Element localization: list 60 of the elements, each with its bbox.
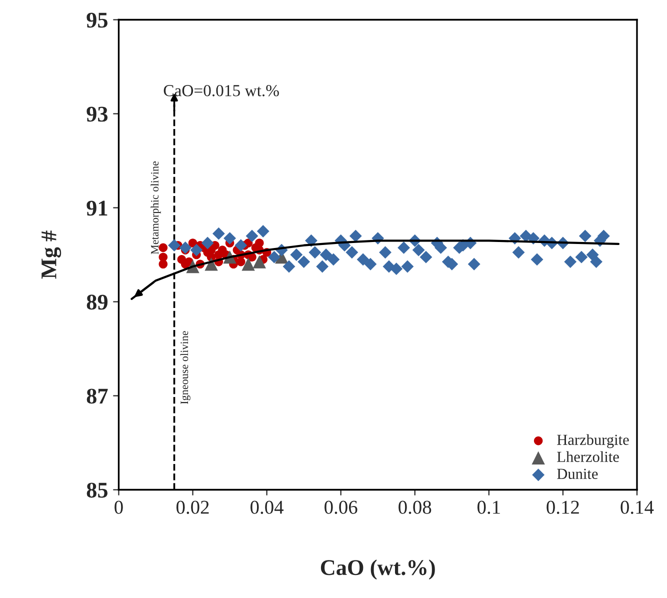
point [179, 241, 192, 254]
x-tick-label: 0.1 [478, 500, 500, 514]
point [468, 258, 480, 270]
annotation: Igneouse olivine [180, 331, 190, 404]
point [530, 253, 544, 266]
y-axis-title: Mg # [42, 230, 62, 279]
point [214, 250, 224, 260]
point [212, 227, 225, 240]
point [564, 256, 577, 268]
point [412, 244, 425, 256]
x-tick-label: 0.06 [324, 500, 358, 514]
annotation: Metamorphic olivine [150, 161, 161, 254]
point [234, 239, 248, 252]
point [256, 225, 270, 238]
y-tick-label: 89 [86, 294, 108, 310]
point [308, 246, 322, 259]
y-tick-label: 91 [86, 200, 108, 216]
x-tick-label: 0.02 [176, 500, 209, 514]
point [346, 246, 358, 259]
point [327, 253, 340, 266]
point [190, 244, 203, 256]
point [242, 258, 255, 271]
y-tick-label: 93 [86, 106, 108, 122]
point [379, 246, 392, 259]
point [390, 262, 403, 276]
point [401, 260, 414, 273]
x-tick-label: 0 [114, 500, 123, 514]
ref-line-label: CaO=0.015 wt.% [164, 85, 279, 96]
legend-label: Dunite [557, 468, 598, 480]
point [356, 253, 370, 266]
point [512, 246, 525, 259]
legend-label: Lherzolite [557, 451, 619, 462]
point [290, 248, 303, 261]
point [349, 230, 362, 242]
point [201, 236, 214, 250]
x-tick-label: 0.14 [620, 500, 654, 514]
point [268, 250, 280, 264]
x-tick-label: 0.12 [546, 500, 579, 514]
point [364, 258, 377, 270]
point [420, 250, 432, 264]
point [282, 260, 296, 273]
point [298, 256, 310, 268]
point [158, 260, 168, 269]
point [590, 256, 602, 268]
x-tick-label: 0.04 [250, 500, 284, 514]
point [224, 232, 236, 245]
x-tick-label: 0.08 [398, 500, 432, 514]
x-axis-title: CaO (wt.%) [320, 559, 435, 580]
y-tick-label: 85 [86, 482, 108, 498]
point [246, 230, 258, 242]
point [168, 239, 180, 252]
point [398, 241, 410, 254]
legend-label: Harzburgite [557, 434, 629, 448]
point [575, 250, 588, 264]
point [320, 248, 332, 261]
point [252, 255, 266, 268]
y-tick-label: 95 [86, 12, 108, 28]
point [578, 230, 592, 242]
point [316, 260, 329, 273]
y-tick-label: 87 [86, 388, 108, 404]
